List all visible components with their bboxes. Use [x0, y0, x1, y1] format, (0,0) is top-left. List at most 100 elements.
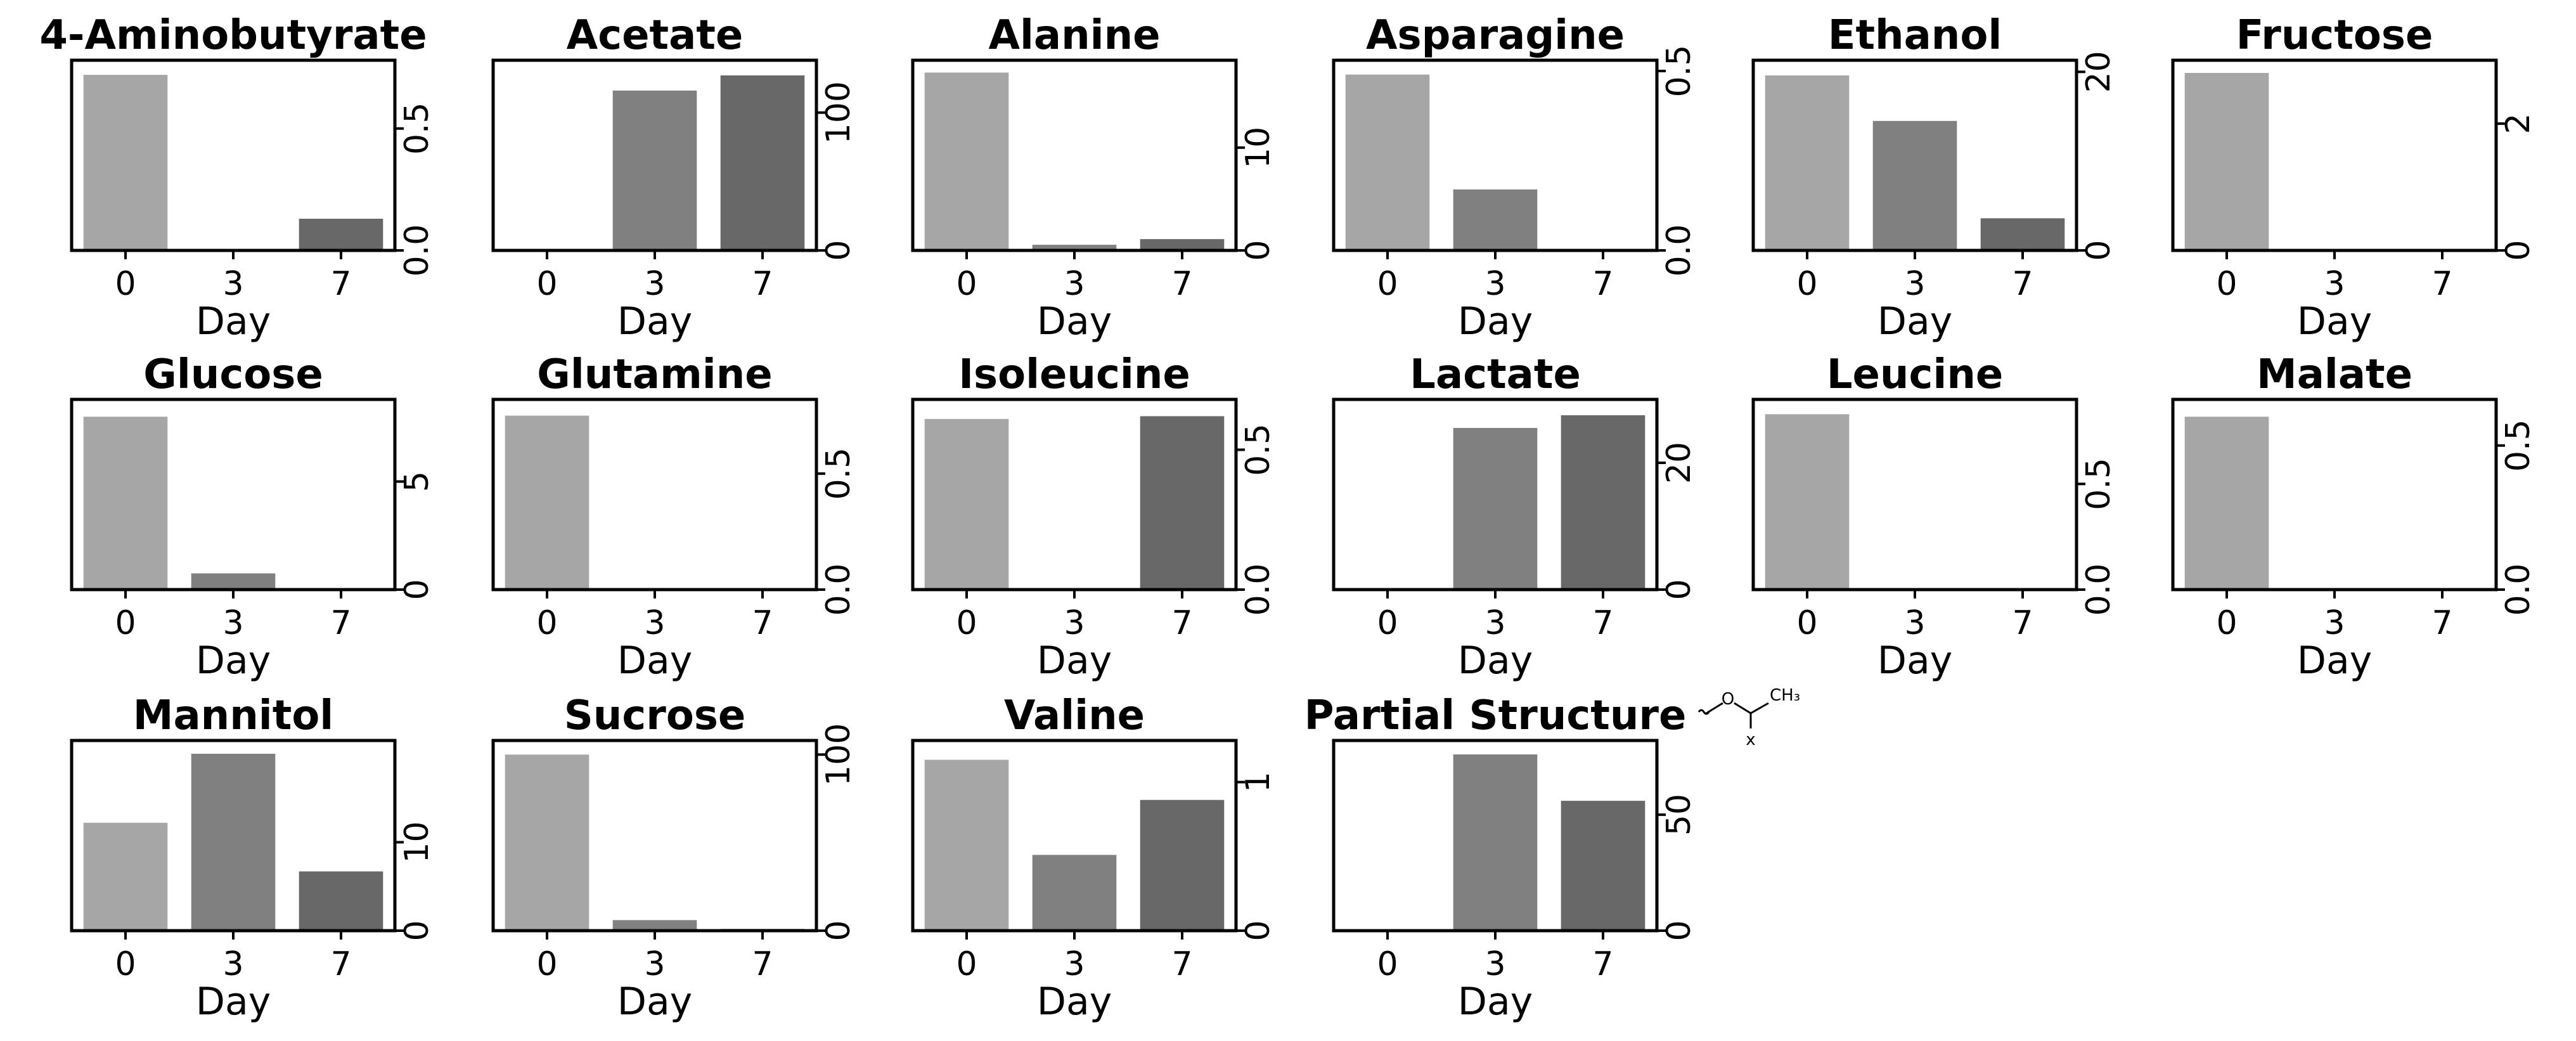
y-tick-label-fructose-1: 2	[2499, 113, 2537, 134]
x-tick-label-alanine-0: 0	[956, 265, 977, 303]
bar-asparagine-day-3	[1453, 189, 1538, 250]
panel-fructose: Fructose 0 3 7 Day 0 2	[2171, 12, 2537, 344]
bar-acetate-day-3	[612, 90, 697, 250]
partial-structure-diagram: O CH₃ x	[1697, 686, 1800, 749]
x-tick-label-asparagine-3: 3	[1484, 265, 1505, 303]
panel-title-acetate: Acetate	[567, 12, 744, 59]
bar-sucrose-day-3	[612, 920, 697, 931]
x-tick-label-leucine-7: 7	[2012, 604, 2033, 642]
x-tick-label-mannitol-3: 3	[222, 945, 243, 983]
y-tick-label-ethanol-0: 0	[2080, 240, 2118, 261]
y-tick-label-glucose-0: 0	[398, 579, 436, 600]
bar-4-aminobutyrate-day-7	[299, 219, 383, 250]
bar-partial-structure-day-3	[1453, 754, 1538, 931]
x-tick-label-mannitol-7: 7	[330, 945, 351, 983]
y-tick-label-alanine-0: 0	[1239, 240, 1277, 261]
panel-valine: Valine 0 3 7 Day 0 1	[911, 692, 1277, 1024]
x-tick-label-alanine-7: 7	[1171, 265, 1192, 303]
x-axis-label-ethanol: Day	[1877, 299, 1952, 344]
y-tick-label-fructose-0: 0	[2499, 240, 2537, 261]
x-tick-label-fructose-3: 3	[2324, 265, 2345, 303]
x-tick-label-valine-3: 3	[1064, 945, 1085, 983]
x-tick-label-acetate-0: 0	[536, 265, 557, 303]
x-tick-label-partial-structure-0: 0	[1377, 945, 1398, 983]
panel-title-isoleucine: Isoleucine	[958, 351, 1190, 398]
x-tick-label-malate-3: 3	[2324, 604, 2345, 642]
x-axis-label-valine: Day	[1037, 980, 1112, 1024]
bar-mannitol-day-0	[83, 822, 168, 931]
panel-title-fructose: Fructose	[2236, 12, 2433, 59]
bar-glucose-day-0	[83, 417, 168, 590]
x-tick-label-mannitol-0: 0	[115, 945, 136, 983]
x-axis-label-asparagine: Day	[1458, 299, 1533, 344]
y-tick-label-mannitol-1: 10	[398, 821, 436, 863]
x-tick-label-4-aminobutyrate-0: 0	[115, 265, 136, 303]
bar-glucose-day-3	[191, 573, 276, 590]
y-tick-label-sucrose-1: 100	[820, 723, 858, 786]
y-tick-label-mannitol-0: 0	[398, 920, 436, 941]
x-tick-label-ethanol-0: 0	[1796, 265, 1817, 303]
x-axis-label-sucrose: Day	[617, 980, 692, 1024]
x-tick-label-partial-structure-7: 7	[1592, 945, 1613, 983]
panel-title-glucose: Glucose	[143, 351, 323, 398]
y-tick-label-valine-1: 1	[1239, 772, 1277, 792]
panel-title-partial-structure: Partial Structure	[1304, 692, 1687, 739]
x-tick-label-malate-7: 7	[2431, 604, 2452, 642]
x-tick-label-ethanol-3: 3	[1904, 265, 1925, 303]
y-tick-label-malate-1: 0.5	[2499, 419, 2537, 472]
x-tick-label-malate-0: 0	[2216, 604, 2237, 642]
y-tick-label-isoleucine-0: 0.0	[1239, 564, 1277, 616]
y-tick-label-asparagine-1: 0.5	[1660, 45, 1698, 98]
panel-title-leucine: Leucine	[1827, 351, 2004, 398]
x-axis-label-4-aminobutyrate: Day	[196, 299, 271, 344]
bar-ethanol-day-3	[1872, 120, 1957, 250]
panel-title-ethanol: Ethanol	[1828, 12, 2002, 59]
panel-acetate: Acetate 0 3 7 Day 0 100	[491, 12, 858, 344]
x-tick-label-glucose-7: 7	[330, 604, 351, 642]
panel-sucrose: Sucrose 0 3 7 Day 0 100	[491, 692, 858, 1024]
bar-lactate-day-3	[1453, 428, 1538, 590]
x-tick-label-4-aminobutyrate-3: 3	[222, 265, 243, 303]
panel-title-valine: Valine	[1004, 692, 1145, 739]
bar-isoleucine-day-0	[924, 418, 1009, 590]
y-tick-label-ethanol-1: 20	[2080, 51, 2118, 93]
bar-valine-day-0	[924, 760, 1009, 931]
x-axis-label-isoleucine: Day	[1037, 638, 1112, 683]
x-tick-label-sucrose-3: 3	[644, 945, 665, 983]
panel-glucose: Glucose 0 3 7 Day 0 5	[70, 351, 436, 683]
structure-oxygen-label: O	[1722, 690, 1734, 709]
bar-alanine-day-7	[1140, 239, 1225, 250]
bar-ethanol-day-0	[1765, 75, 1850, 250]
x-tick-label-valine-7: 7	[1171, 945, 1192, 983]
panel-title-glutamine: Glutamine	[537, 351, 772, 398]
bar-valine-day-7	[1140, 799, 1225, 931]
x-tick-label-valine-0: 0	[956, 945, 977, 983]
x-tick-label-leucine-3: 3	[1904, 604, 1925, 642]
panel-glutamine: Glutamine 0 3 7 Day 0.0 0.5	[491, 351, 858, 683]
panel-isoleucine: Isoleucine 0 3 7 Day 0.0 0.5	[911, 351, 1277, 683]
x-tick-label-isoleucine-3: 3	[1064, 604, 1085, 642]
x-tick-label-glutamine-0: 0	[536, 604, 557, 642]
panel-title-lactate: Lactate	[1410, 351, 1581, 398]
bar-partial-structure-day-7	[1561, 801, 1645, 931]
panel-leucine: Leucine 0 3 7 Day 0.0 0.5	[1751, 351, 2118, 683]
y-tick-label-leucine-1: 0.5	[2080, 458, 2118, 510]
x-tick-label-lactate-0: 0	[1377, 604, 1398, 642]
y-tick-label-acetate-0: 0	[820, 240, 858, 261]
panel-4-aminobutyrate: 4-Aminobutyrate 0 3 7 Day 0.0 0.5	[39, 12, 436, 344]
x-tick-label-acetate-7: 7	[752, 265, 773, 303]
panel-title-malate: Malate	[2257, 351, 2412, 398]
x-tick-label-ethanol-7: 7	[2012, 265, 2033, 303]
x-axis-label-mannitol: Day	[196, 980, 271, 1024]
y-tick-label-sucrose-0: 0	[820, 920, 858, 941]
y-tick-label-lactate-1: 20	[1660, 442, 1698, 484]
x-tick-label-acetate-3: 3	[644, 265, 665, 303]
x-tick-label-fructose-0: 0	[2216, 265, 2237, 303]
panel-ethanol: Ethanol 0 3 7 Day 0 20	[1751, 12, 2118, 344]
y-tick-label-partial-structure-0: 0	[1660, 920, 1698, 941]
x-tick-label-glucose-0: 0	[115, 604, 136, 642]
x-tick-label-asparagine-0: 0	[1377, 265, 1398, 303]
bar-isoleucine-day-7	[1140, 416, 1225, 590]
x-axis-label-acetate: Day	[617, 299, 692, 344]
panel-title-4-aminobutyrate: 4-Aminobutyrate	[39, 12, 427, 59]
